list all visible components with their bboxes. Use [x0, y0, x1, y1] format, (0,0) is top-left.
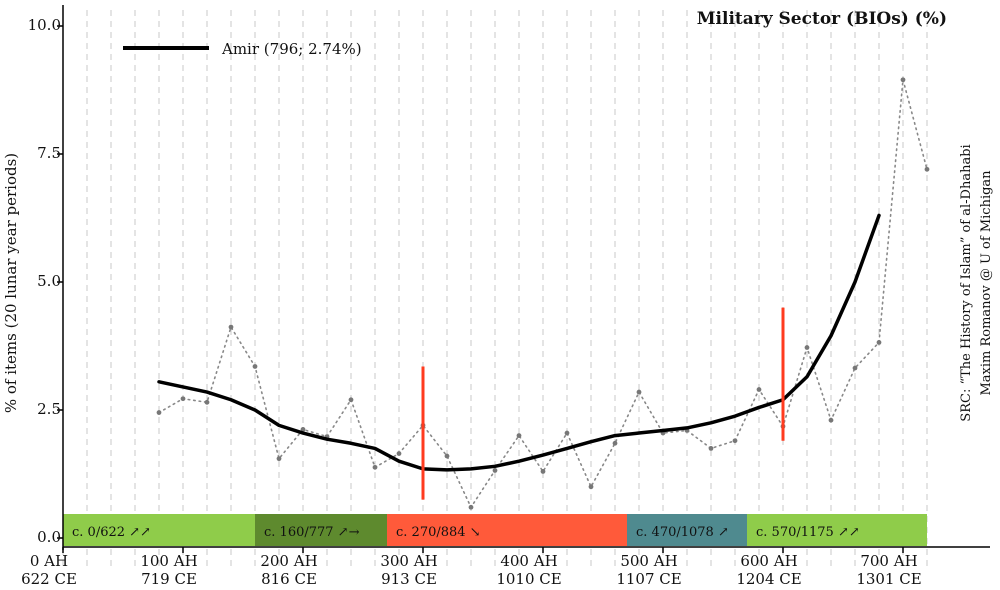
data-point-raw: [492, 468, 498, 473]
data-point-raw: [804, 345, 810, 350]
data-point-raw: [900, 77, 906, 83]
data-point-raw: [252, 364, 258, 369]
x-tick-label-ce: 1010 CE: [496, 570, 561, 588]
x-tick-label-ce: 719 CE: [141, 570, 197, 588]
data-point-raw: [204, 399, 210, 405]
legend-label-amir: Amir (796; 2.74%): [221, 40, 362, 58]
period-label: c. 160/777 ↗→: [264, 525, 360, 540]
x-tick-label-ce: 622 CE: [21, 570, 77, 588]
data-point-raw: [828, 417, 834, 423]
series-group: [156, 77, 930, 510]
data-point-raw: [180, 396, 186, 402]
x-tick-label-ah: 600 AH: [740, 552, 797, 570]
x-tick-label-ce: 1301 CE: [856, 570, 921, 588]
period-band: [63, 514, 255, 546]
data-point-raw: [372, 464, 378, 470]
data-point-raw: [516, 433, 522, 438]
chart-title: Military Sector (BIOs) (%): [697, 9, 947, 29]
period-band: [747, 514, 927, 546]
x-tick-label-ah: 100 AH: [140, 552, 197, 570]
legend: Amir (796; 2.74%): [123, 40, 362, 58]
x-tick-label-ah: 0 AH: [30, 552, 68, 570]
series-line-raw: [158, 79, 928, 509]
x-tick-label-ah: 700 AH: [860, 552, 917, 570]
data-point-raw: [300, 427, 306, 432]
y-tick-label: 0.0: [37, 528, 61, 546]
x-tick-label-ce: 913 CE: [381, 570, 437, 588]
x-tick-label-ah: 400 AH: [500, 552, 557, 570]
y-axis-label: % of items (20 lunar year periods): [2, 153, 20, 413]
period-bands: c. 0/622 ↗↗ c. 160/777 ↗→ c. 270/884 ↘ c. 4…: [63, 514, 927, 546]
period-label: c. 270/884 ↘: [396, 525, 481, 540]
source-line-2: Maxim Romanov @ U of Michigan: [979, 170, 994, 396]
data-point-raw: [540, 469, 546, 474]
data-point-raw: [228, 324, 234, 330]
y-tick-label: 5.0: [37, 272, 61, 290]
period-label: c. 0/622 ↗↗: [72, 525, 151, 540]
period-band: [627, 514, 747, 546]
period-band: [387, 514, 627, 546]
y-tick-label: 7.5: [37, 144, 61, 162]
y-tick-label: 2.5: [37, 400, 61, 418]
data-point-raw: [612, 440, 618, 446]
y-tick-label: 10.0: [28, 16, 61, 34]
x-tick-label-ce: 1107 CE: [616, 570, 681, 588]
data-point-raw: [708, 446, 714, 451]
source-note: SRC: “The History of Islam” of al-Dhahab…: [959, 144, 994, 421]
data-point-raw: [468, 504, 474, 510]
x-tick-label-ce: 816 CE: [261, 570, 317, 588]
period-band: [255, 514, 387, 546]
data-point-raw: [924, 166, 930, 172]
data-point-raw: [732, 438, 738, 444]
grid-lines: [62, 10, 928, 568]
data-point-raw: [348, 397, 354, 403]
period-label: c. 470/1078 ↗: [636, 525, 729, 540]
x-tick-label-ah: 500 AH: [620, 552, 677, 570]
period-label: c. 570/1175 ↗↗: [756, 525, 860, 540]
data-point-raw: [876, 340, 882, 345]
data-point-raw: [276, 456, 282, 462]
x-tick-label-ah: 200 AH: [260, 552, 317, 570]
data-point-raw: [588, 484, 594, 490]
data-point-raw: [636, 389, 642, 395]
data-point-raw: [396, 451, 402, 456]
data-point-raw: [444, 453, 450, 459]
source-line-1: SRC: “The History of Islam” of al-Dhahab…: [959, 144, 974, 421]
x-tick-label-ce: 1204 CE: [736, 570, 801, 588]
x-tick-label-ah: 300 AH: [380, 552, 437, 570]
vertical-markers: [421, 307, 785, 500]
data-point-raw: [756, 387, 762, 392]
data-point-raw: [564, 430, 570, 436]
data-point-raw: [156, 410, 162, 415]
data-point-raw: [852, 365, 858, 371]
series-line-amir: [157, 213, 881, 472]
